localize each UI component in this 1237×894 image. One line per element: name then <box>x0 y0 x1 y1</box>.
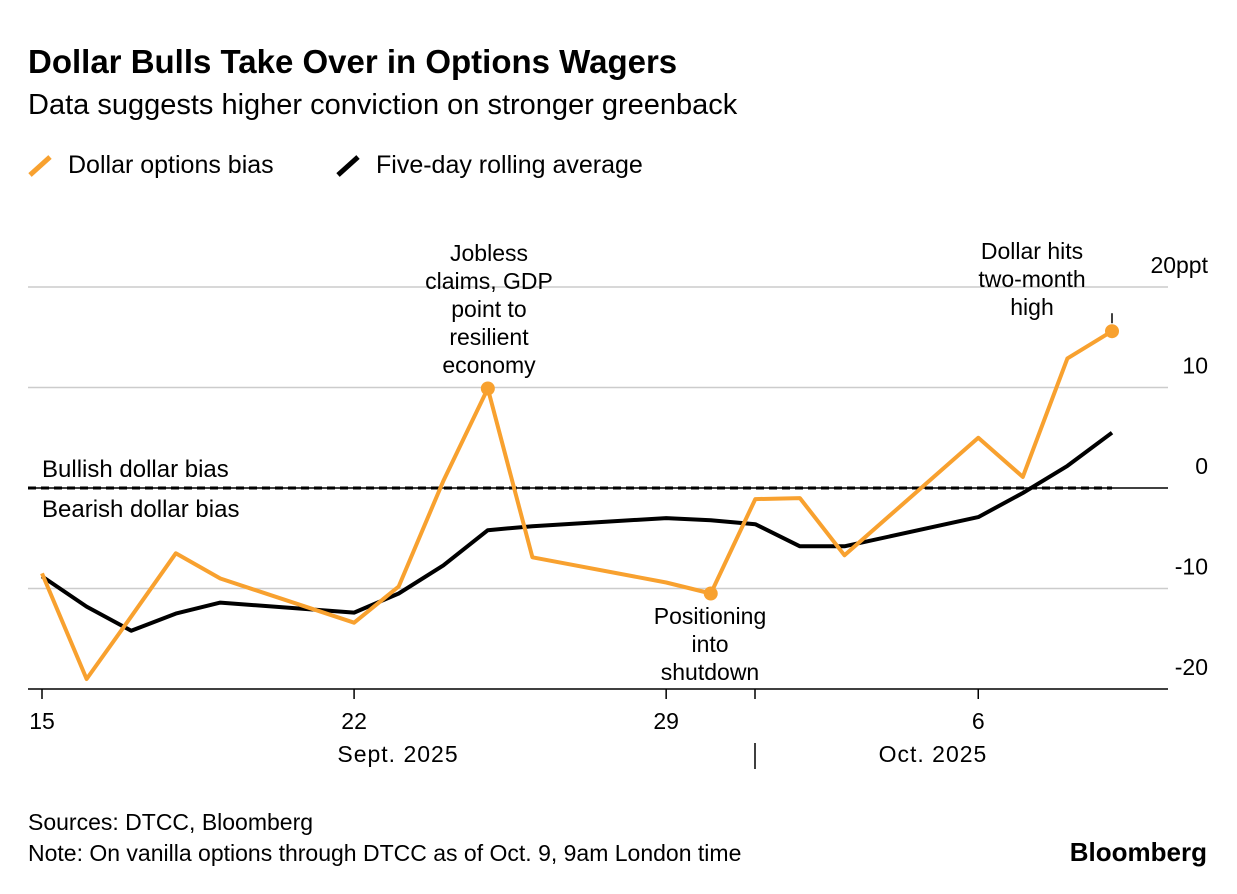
chart-title: Dollar Bulls Take Over in Options Wagers <box>28 43 677 80</box>
annotation-line: economy <box>442 352 536 378</box>
legend-swatch <box>336 155 360 177</box>
annotation: Jobless claims, GDP point to resilient econo… <box>425 240 553 378</box>
y-tick-label: -20 <box>1175 654 1208 680</box>
month-label: Oct. 2025 <box>879 741 988 767</box>
zero-label: Bearish dollar bias <box>42 496 239 523</box>
annotation-line: resilient <box>449 324 529 350</box>
highlight-dot <box>703 586 718 601</box>
annotation-line: high <box>1010 294 1053 320</box>
legend-label: Dollar options bias <box>68 151 274 179</box>
annotation-line: Jobless <box>450 240 528 266</box>
note: Note: On vanilla options through DTCC as… <box>28 840 741 866</box>
month-label: Sept. 2025 <box>337 741 458 767</box>
annotation-line: shutdown <box>661 659 759 685</box>
annotation: Positioning into shutdown <box>654 603 767 685</box>
x-tick-label: 15 <box>29 708 55 734</box>
annotation-line: two-month <box>978 266 1085 292</box>
chart-subtitle: Data suggests higher conviction on stron… <box>28 89 738 121</box>
annotation-line: into <box>691 631 728 657</box>
annotation-line: point to <box>451 296 526 322</box>
y-tick-label: 0 <box>1195 453 1208 479</box>
highlight-dot <box>480 381 495 396</box>
legend-swatch <box>28 155 52 177</box>
legend-label: Five-day rolling average <box>376 151 643 179</box>
y-tick-label: 20ppt <box>1150 252 1208 278</box>
zero-label: Bullish dollar bias <box>42 456 229 483</box>
annotation-line: Dollar hits <box>981 238 1083 264</box>
sources: Sources: DTCC, Bloomberg <box>28 809 313 835</box>
y-tick-label: 10 <box>1182 353 1208 379</box>
brand: Bloomberg <box>1070 837 1207 867</box>
annotation-line: Positioning <box>654 603 767 629</box>
x-tick-label: 22 <box>341 708 367 734</box>
annotation: Dollar hits two-month high <box>978 238 1085 320</box>
x-tick-label: 6 <box>972 708 985 734</box>
y-tick-label: -10 <box>1175 554 1208 580</box>
x-tick-label: 29 <box>653 708 679 734</box>
highlight-dot <box>1105 324 1119 339</box>
series-line <box>40 431 1114 633</box>
series-line <box>40 329 1114 681</box>
annotation-line: claims, GDP <box>425 268 553 294</box>
